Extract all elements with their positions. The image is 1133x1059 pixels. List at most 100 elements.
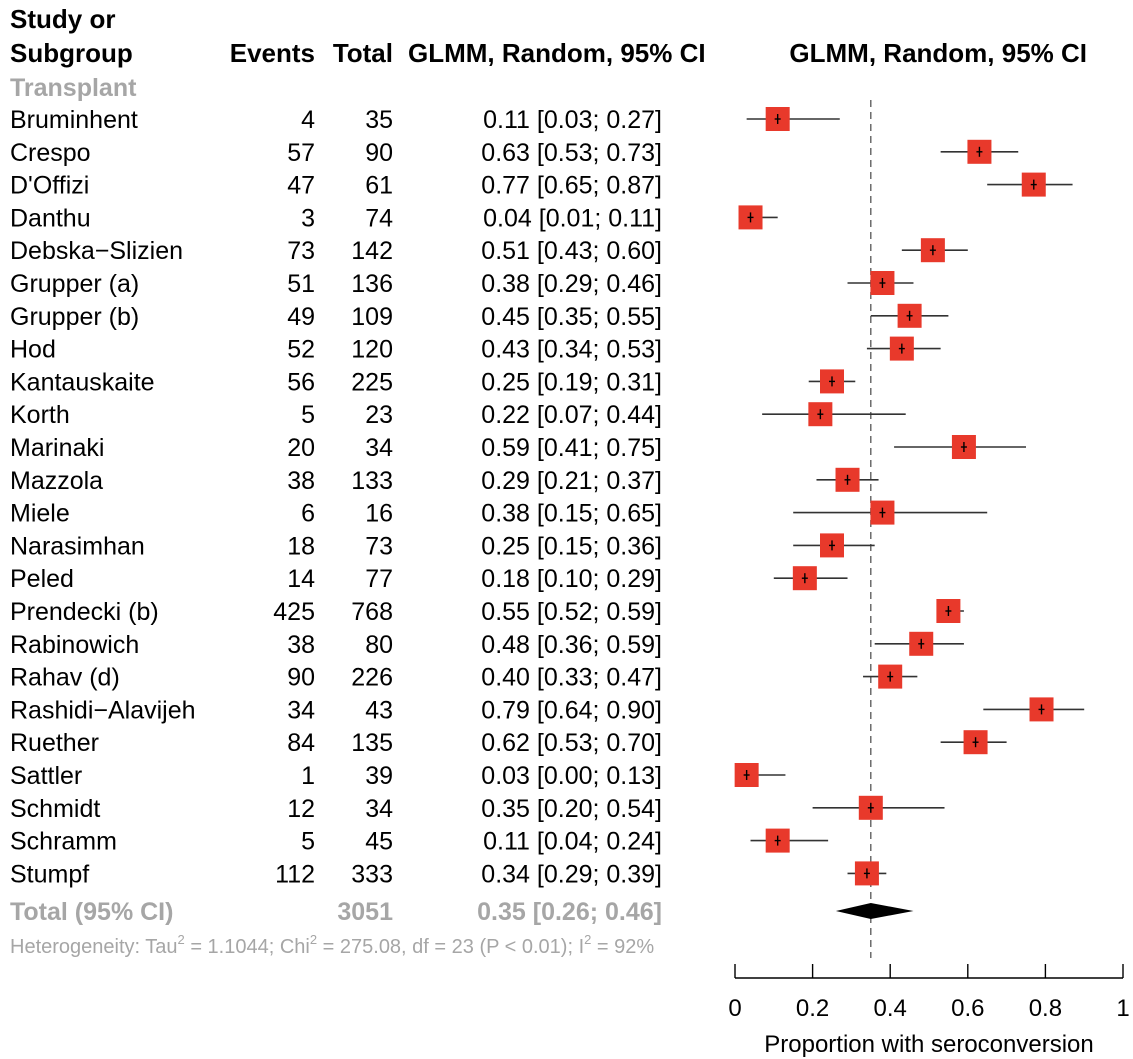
study-events: 5 [301, 401, 315, 429]
study-name: Miele [10, 500, 70, 528]
study-total: 23 [365, 401, 393, 429]
study-total: 16 [365, 500, 393, 528]
study-ci-text: 0.03 [0.00; 0.13] [481, 762, 662, 790]
study-name: Bruminhent [10, 106, 138, 134]
study-events: 425 [273, 598, 315, 626]
study-total: 225 [351, 368, 393, 396]
study-ci-text: 0.48 [0.36; 0.59] [481, 631, 662, 659]
x-axis: 0 0.2 0.4 0.6 0.8 1 [728, 964, 1130, 1022]
study-total: 135 [351, 729, 393, 757]
study-ci-text: 0.25 [0.19; 0.31] [481, 368, 662, 396]
study-total: 120 [351, 336, 393, 364]
study-events: 18 [287, 532, 315, 560]
study-events: 38 [287, 631, 315, 659]
total-ci-text: 0.35 [0.26; 0.46] [477, 898, 662, 926]
study-events: 84 [287, 729, 315, 757]
header-ci-column: GLMM, Random, 95% CI [408, 38, 706, 68]
plot-area [734, 100, 1085, 958]
total-n: 3051 [337, 898, 393, 926]
study-total: 74 [365, 204, 393, 232]
study-ci-text: 0.11 [0.03; 0.27] [483, 106, 662, 134]
study-total: 39 [365, 762, 393, 790]
x-tick-label: 0.4 [874, 995, 907, 1022]
study-total: 73 [365, 532, 393, 560]
x-tick-label: 1 [1116, 995, 1129, 1022]
study-name: Mazzola [10, 467, 103, 495]
x-tick-label: 0.2 [796, 995, 829, 1022]
total-label: Total (95% CI) [10, 898, 173, 926]
het-sup3: 2 [584, 932, 591, 947]
study-ci-text: 0.43 [0.34; 0.53] [481, 336, 662, 364]
study-total: 35 [365, 106, 393, 134]
het-sup2: 2 [310, 932, 317, 947]
study-ci-text: 0.51 [0.43; 0.60] [481, 237, 662, 265]
study-events: 38 [287, 467, 315, 495]
study-events: 51 [287, 270, 315, 298]
header-study-line2: Subgroup [10, 38, 133, 68]
het-sup1: 2 [178, 932, 185, 947]
study-total: 226 [351, 664, 393, 692]
study-events: 4 [301, 106, 315, 134]
header-events: Events [230, 38, 315, 68]
study-total: 43 [365, 696, 393, 724]
study-total: 34 [365, 434, 393, 462]
study-name: Schramm [10, 828, 117, 856]
study-total: 45 [365, 828, 393, 856]
header-total: Total [333, 38, 393, 68]
study-name: Hod [10, 336, 56, 364]
study-name: Stumpf [10, 860, 89, 888]
header-plot-column: GLMM, Random, 95% CI [789, 38, 1087, 68]
study-events: 3 [301, 204, 315, 232]
het-part1: Heterogeneity: Tau [10, 936, 178, 958]
study-total: 142 [351, 237, 393, 265]
study-total: 768 [351, 598, 393, 626]
het-part3: = 275.08, df = 23 (P < 0.01); I [317, 936, 584, 958]
study-name: Rahav (d) [10, 664, 120, 692]
pooled-diamond [835, 903, 914, 919]
study-ci-text: 0.77 [0.65; 0.87] [481, 172, 662, 200]
study-ci-text: 0.55 [0.52; 0.59] [481, 598, 662, 626]
header-study-line1: Study or [10, 4, 115, 34]
study-total: 61 [365, 172, 393, 200]
study-rows: Bruminhent 4 35 0.11 [0.03; 0.27]Crespo 57 90… [10, 106, 662, 888]
study-events: 1 [301, 762, 315, 790]
study-total: 90 [365, 139, 393, 167]
x-axis-label: Proportion with seroconversion [764, 1031, 1094, 1058]
study-name: Danthu [10, 204, 91, 232]
study-name: Korth [10, 401, 70, 429]
study-name: D'Offizi [10, 172, 89, 200]
het-part4: = 92% [591, 936, 654, 958]
x-tick-label: 0.8 [1029, 995, 1062, 1022]
study-events: 49 [287, 303, 315, 331]
study-events: 52 [287, 336, 315, 364]
study-ci-text: 0.34 [0.29; 0.39] [481, 860, 662, 888]
study-ci-text: 0.63 [0.53; 0.73] [481, 139, 662, 167]
study-ci-text: 0.79 [0.64; 0.90] [481, 696, 662, 724]
study-name: Kantauskaite [10, 368, 155, 396]
study-name: Crespo [10, 139, 91, 167]
study-total: 80 [365, 631, 393, 659]
study-ci-text: 0.22 [0.07; 0.44] [481, 401, 662, 429]
study-ci-text: 0.38 [0.29; 0.46] [481, 270, 662, 298]
study-name: Narasimhan [10, 532, 145, 560]
study-name: Peled [10, 565, 74, 593]
study-name: Rabinowich [10, 631, 139, 659]
study-ci-text: 0.11 [0.04; 0.24] [483, 828, 662, 856]
study-total: 109 [351, 303, 393, 331]
study-ci-text: 0.35 [0.20; 0.54] [481, 795, 662, 823]
study-events: 6 [301, 500, 315, 528]
study-ci-text: 0.04 [0.01; 0.11] [483, 204, 662, 232]
study-name: Debska−Slizien [10, 237, 183, 265]
study-events: 73 [287, 237, 315, 265]
study-ci-text: 0.62 [0.53; 0.70] [481, 729, 662, 757]
study-total: 34 [365, 795, 393, 823]
study-name: Sattler [10, 762, 82, 790]
study-total: 333 [351, 860, 393, 888]
het-part2: = 1.1044; Chi [185, 936, 310, 958]
study-events: 5 [301, 828, 315, 856]
study-total: 136 [351, 270, 393, 298]
study-name: Ruether [10, 729, 99, 757]
x-tick-label: 0.6 [951, 995, 984, 1022]
study-ci-text: 0.45 [0.35; 0.55] [481, 303, 662, 331]
